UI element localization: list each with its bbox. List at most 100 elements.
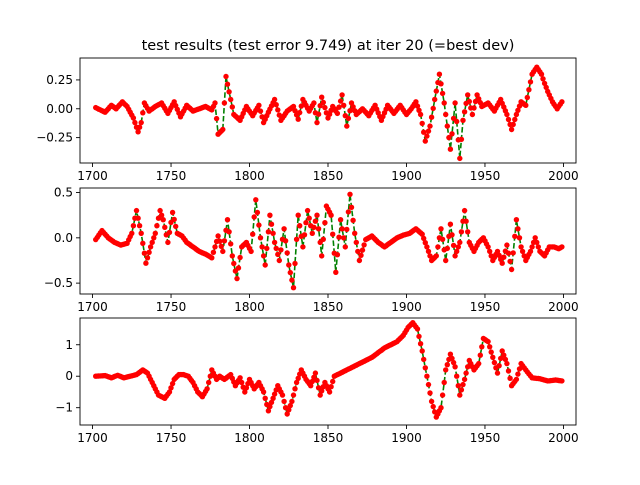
data-point [414,326,421,332]
data-point [273,245,279,252]
x-tick-label: 2000 [548,169,579,183]
data-point [210,249,217,255]
data-point [334,110,341,117]
x-tick-label: 1900 [391,431,422,445]
data-point [290,392,297,398]
subplot-1: 1700 1750 1800 1850 1900 1950 2000 −0.25 0.00 0.2… [36,57,579,183]
data-point [136,223,143,229]
data-point [428,398,435,405]
data-point [513,111,520,118]
data-point [223,73,229,80]
data-point [441,379,447,386]
data-point [433,253,439,259]
data-point [534,239,540,246]
data-point [424,244,430,250]
data-point [439,236,446,242]
data-point [432,96,438,103]
subplot-3: 1700 1750 1800 1850 1900 1950 2000 −1 0 1 [55,317,579,445]
x-tick-label: 1900 [391,300,422,314]
data-point [275,107,281,113]
data-point [439,392,446,398]
data-point [289,277,295,283]
data-point [276,257,282,264]
data-point [312,218,319,224]
data-point [278,247,284,253]
data-point [243,385,250,391]
data-point [494,370,501,376]
data-point [436,71,443,77]
data-point [309,378,315,385]
data-point [317,392,323,398]
data-point [447,221,454,227]
plot-area [93,320,565,420]
data-point [488,349,494,355]
data-point [463,218,469,224]
data-point [334,252,341,258]
data-point [234,275,240,282]
data-point [461,207,468,214]
data-point [452,364,458,370]
data-point [465,229,471,235]
data-point [319,388,325,394]
data-point [284,411,290,417]
data-point [224,217,231,223]
data-point [253,197,259,203]
data-point [303,220,309,226]
data-point [135,215,141,221]
data-point [540,76,546,82]
data-point [505,368,512,374]
data-point [279,392,286,398]
data-point [149,239,155,246]
data-point [237,254,243,261]
data-point [330,231,336,237]
data-point [319,94,325,100]
data-point [512,116,518,123]
data-point [419,231,425,237]
data-point [248,248,254,255]
data-point [237,375,243,381]
x-tick-label: 1900 [391,169,422,183]
data-point [267,403,273,410]
data-point [228,241,234,247]
data-point [424,373,430,379]
data-point [356,257,363,264]
data-point [306,215,312,221]
data-point [154,223,160,229]
data-point [129,230,135,236]
data-point [292,386,298,392]
data-point [444,362,450,368]
data-point [235,265,242,271]
data-point [295,116,301,122]
data-point [477,352,483,358]
plot-area [93,64,565,162]
data-point [215,233,221,239]
data-point [220,248,226,255]
data-point [304,207,311,214]
data-point [169,380,176,387]
data-point [336,104,342,110]
data-point [284,250,290,256]
data-point [543,84,549,91]
data-point [452,253,458,259]
data-point [341,235,347,241]
data-point [311,224,317,230]
data-point [457,155,463,162]
data-point [273,102,279,108]
data-point [427,123,433,129]
data-point [308,383,314,389]
data-point [337,98,344,104]
y-tick-label: 1 [65,338,73,352]
data-point [286,262,292,268]
plot-area [93,191,565,291]
data-point [250,231,256,237]
data-point [490,354,496,360]
data-point [447,146,454,152]
data-point [471,105,477,111]
data-point [433,88,439,94]
data-point [344,123,350,129]
data-point [485,244,491,250]
y-tick-label: 0.00 [46,102,73,116]
data-point [297,109,303,116]
data-point [450,242,457,249]
data-point [526,87,532,93]
